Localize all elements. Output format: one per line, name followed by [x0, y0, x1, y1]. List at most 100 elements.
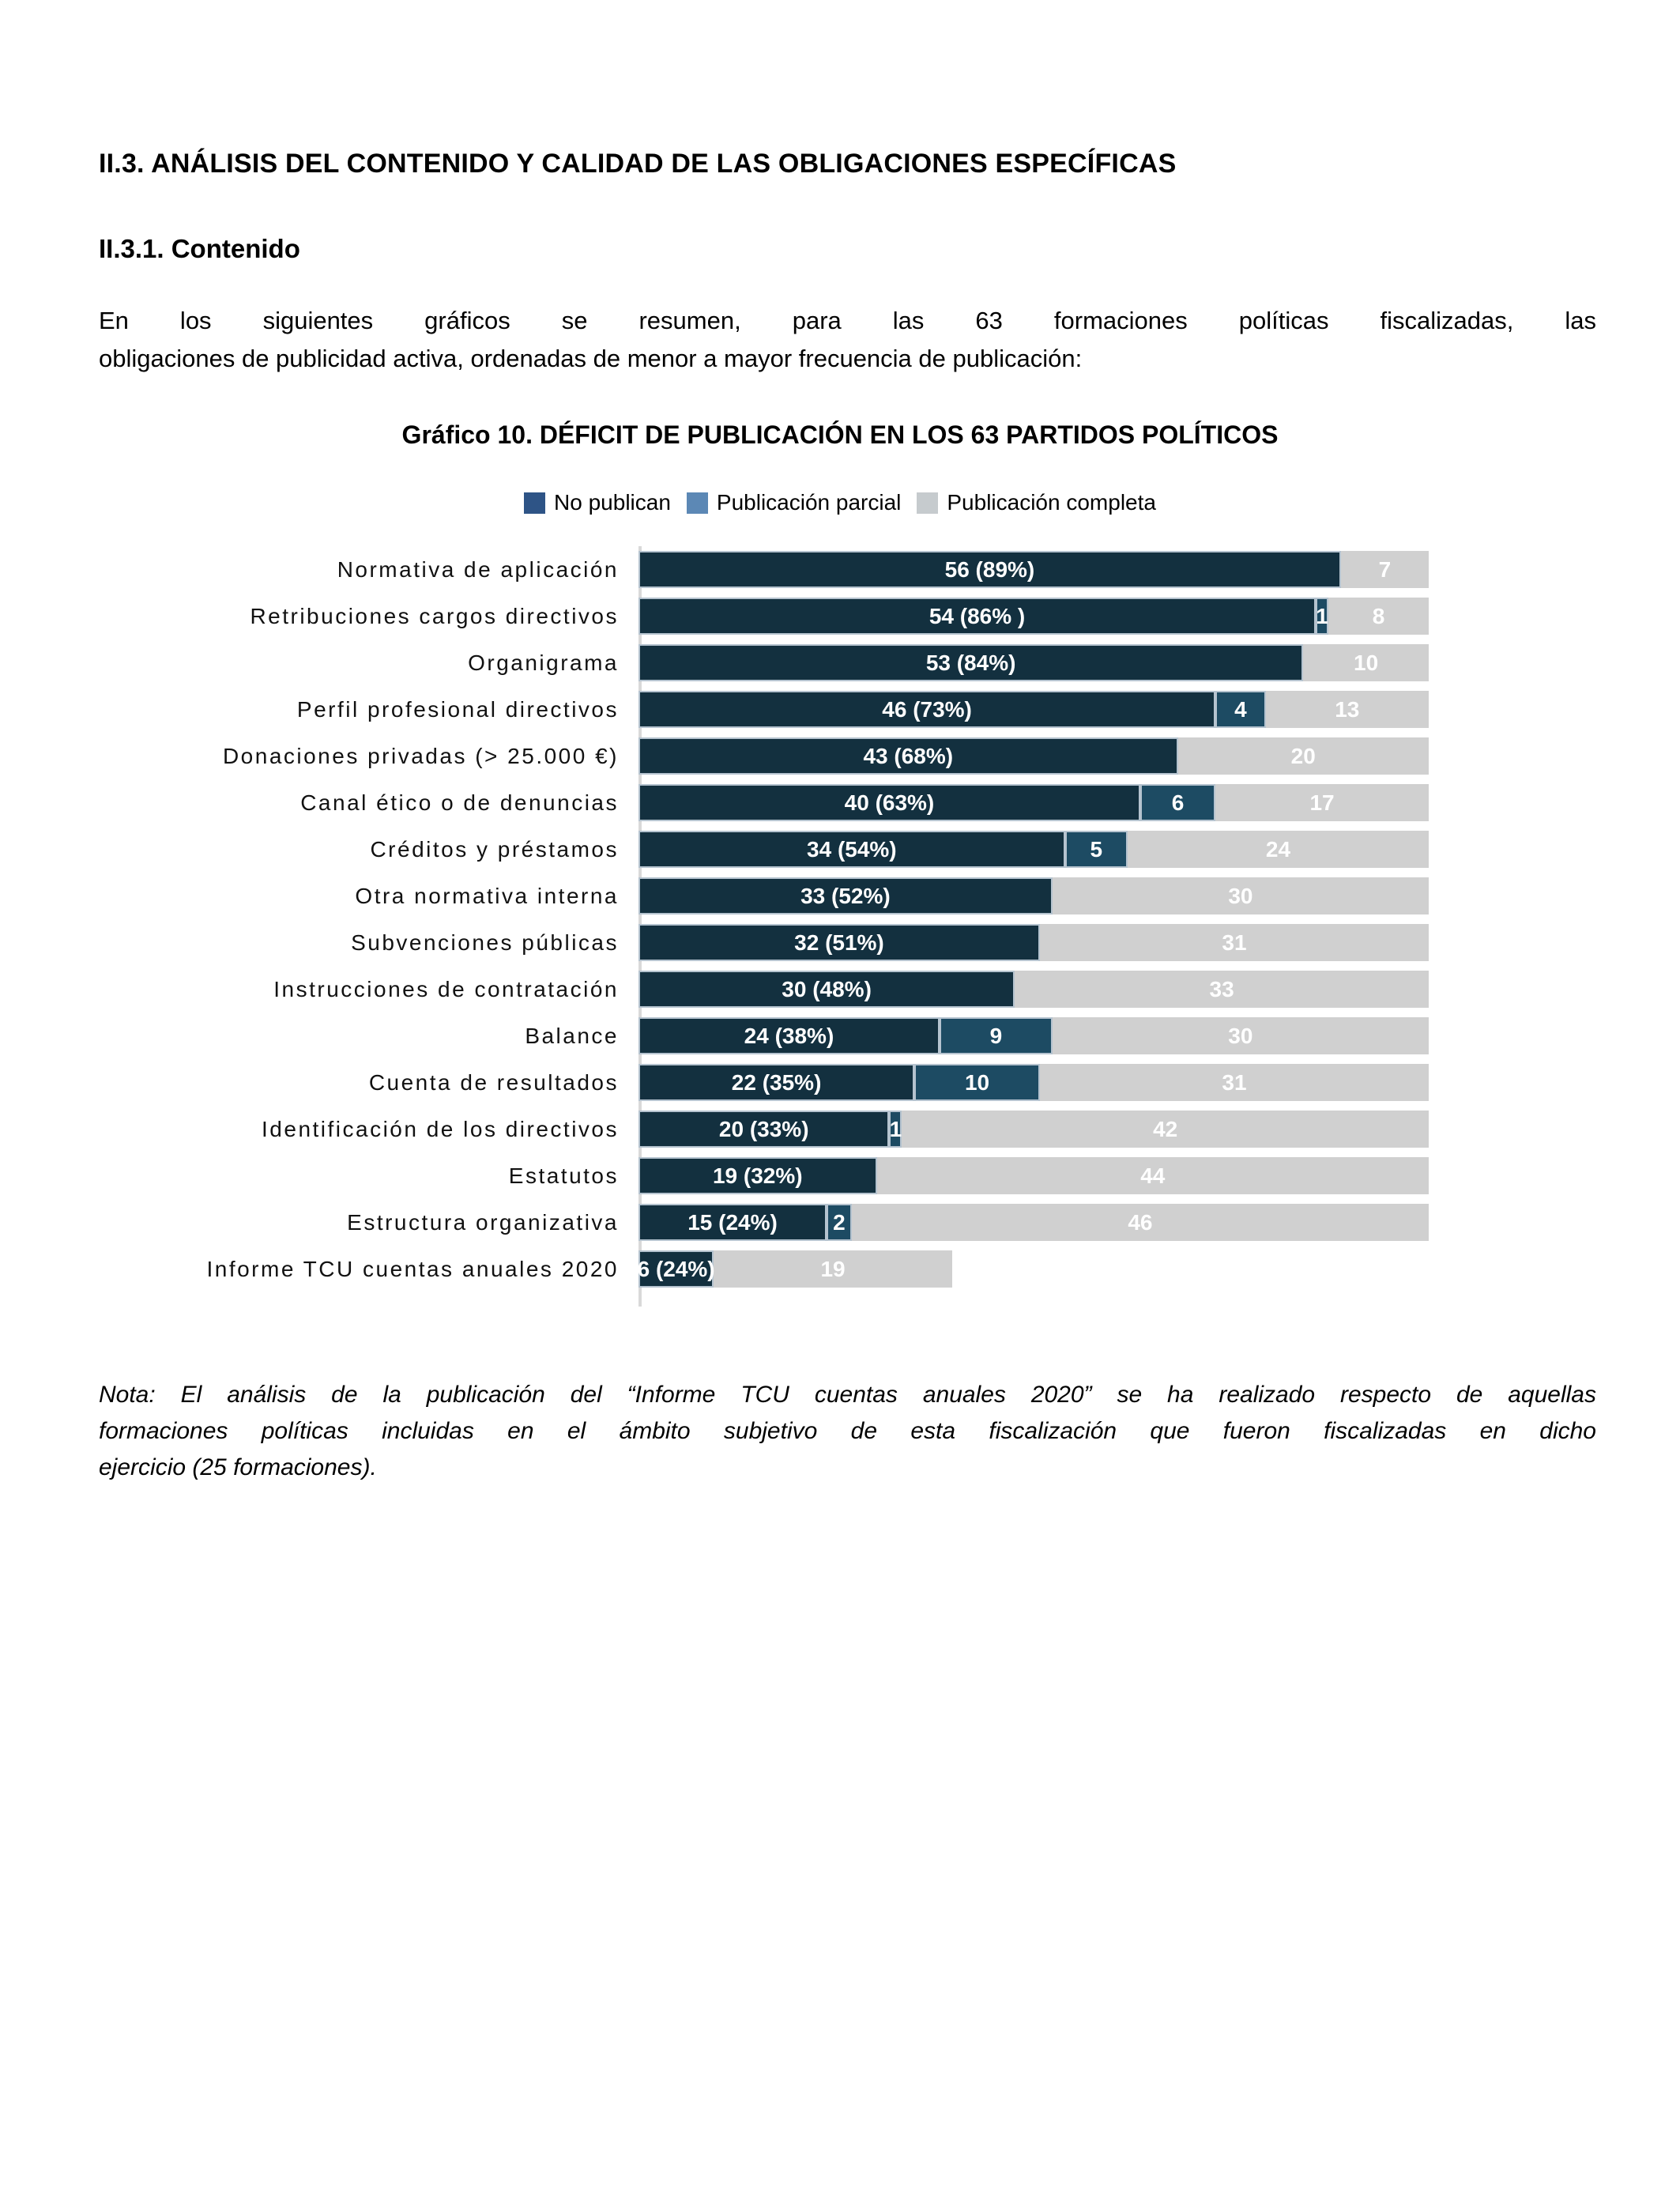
bar-track: 32 (51%) 31 [638, 924, 1429, 961]
bar-segment-completa: 7 [1340, 551, 1429, 588]
bar-segment-completa: 8 [1328, 598, 1429, 635]
bar-value-label: 13 [1335, 696, 1360, 722]
bar-value-label: 24 (38%) [744, 1023, 834, 1048]
bar-value-label: 7 [1378, 556, 1392, 582]
chart-row: Otra normativa interna 33 (52%) 30 [99, 877, 1529, 914]
bar-track: 54 (86% ) 1 8 [638, 598, 1429, 635]
category-label: Cuenta de resultados [368, 1069, 619, 1095]
bar-value-label: 31 [1222, 930, 1247, 955]
bar-value-label: 10 [1354, 650, 1379, 675]
bar-segment-parcial: 1 [1316, 598, 1328, 635]
bar-value-label: 19 [820, 1256, 846, 1281]
bar-segment-completa: 17 [1215, 784, 1429, 821]
legend-item: Publicación parcial [686, 490, 902, 515]
bar-value-label: 34 (54%) [807, 836, 897, 862]
bar-value-label: 33 (52%) [800, 883, 891, 908]
category-label: Instrucciones de contratación [273, 976, 619, 1001]
category-label: Organigrama [468, 650, 619, 675]
bar-value-label: 54 (86% ) [929, 603, 1026, 628]
category-label: Normativa de aplicación [337, 556, 619, 582]
bar-value-label: 46 (73%) [882, 696, 972, 722]
category-label: Estatutos [508, 1163, 619, 1188]
bar-segment-parcial: 2 [827, 1204, 852, 1241]
category-label: Subvenciones públicas [351, 930, 619, 955]
bar-segment-completa: 46 [851, 1204, 1429, 1241]
category-label: Retribuciones cargos directivos [250, 603, 619, 628]
bar-value-label: 19 (32%) [712, 1163, 803, 1188]
bar-value-label: 30 [1228, 1023, 1253, 1048]
bar-segment-completa: 13 [1265, 691, 1429, 728]
legend-swatch-icon [524, 492, 546, 514]
bar-segment-no-publican: 43 (68%) [638, 737, 1178, 775]
bar-value-label: 42 [1153, 1116, 1178, 1141]
chart-row: Donaciones privadas (> 25.000 €) 43 (68%)… [99, 737, 1529, 775]
bar-segment-no-publican: 56 (89%) [638, 551, 1341, 588]
note-line: ejercicio (25 formaciones). [99, 1454, 377, 1480]
bar-value-label: 30 (48%) [782, 976, 872, 1001]
legend-item: No publican [524, 490, 671, 515]
bar-segment-no-publican: 54 (86% ) [638, 598, 1317, 635]
category-label: Estructura organizativa [347, 1209, 619, 1235]
category-label: Perfil profesional directivos [296, 696, 619, 722]
bar-segment-completa: 44 [876, 1157, 1429, 1194]
bar-track: 53 (84%) 10 [638, 644, 1429, 681]
note-line: formaciones políticas incluidas en el ám… [99, 1418, 1596, 1444]
bar-value-label: 2 [833, 1209, 846, 1235]
bar-value-label: 9 [989, 1023, 1003, 1048]
legend-label: Publicación parcial [716, 490, 902, 515]
bar-value-label: 1 [889, 1116, 902, 1141]
bar-segment-parcial: 10 [914, 1064, 1040, 1101]
bar-value-label: 6 (24%) [637, 1256, 715, 1281]
bar-track: 46 (73%) 4 13 [638, 691, 1429, 728]
bar-segment-completa: 42 [902, 1111, 1429, 1148]
bar-value-label: 22 (35%) [731, 1069, 822, 1095]
bar-segment-parcial: 9 [939, 1017, 1053, 1054]
bar-value-label: 40 (63%) [844, 790, 935, 815]
legend-swatch-icon [686, 492, 708, 514]
bar-value-label: 33 [1209, 976, 1234, 1001]
bar-track: 20 (33%) 1 42 [638, 1111, 1429, 1148]
bar-value-label: 4 [1234, 696, 1247, 722]
bar-segment-parcial: 5 [1064, 831, 1128, 868]
chart-row: Canal ético o de denuncias 40 (63%) 6 17 [99, 784, 1529, 821]
intro-paragraph: En los siguientes gráficos se resumen, p… [99, 302, 1596, 378]
bar-value-label: 5 [1090, 836, 1103, 862]
chart-row: Organigrama 53 (84%) 10 [99, 644, 1529, 681]
chart-row: Informe TCU cuentas anuales 2020 6 (24%) 1… [99, 1250, 1529, 1288]
bar-track: 19 (32%) 44 [638, 1157, 1429, 1194]
chart-row: Subvenciones públicas 32 (51%) 31 [99, 924, 1529, 961]
bar-value-label: 6 [1171, 790, 1185, 815]
chart-row: Identificación de los directivos 20 (33%)… [99, 1111, 1529, 1148]
bar-segment-no-publican: 34 (54%) [638, 831, 1065, 868]
bar-value-label: 8 [1372, 603, 1385, 628]
bar-value-label: 20 [1290, 743, 1316, 768]
chart-row: Retribuciones cargos directivos 54 (86% )… [99, 598, 1529, 635]
stacked-bar-chart: Normativa de aplicación 56 (89%) 7 Retribuc… [99, 546, 1529, 1307]
bar-value-label: 32 (51%) [794, 930, 884, 955]
category-label: Identificación de los directivos [262, 1116, 619, 1141]
chart-row: Créditos y préstamos 34 (54%) 5 24 [99, 831, 1529, 868]
bar-segment-no-publican: 46 (73%) [638, 691, 1216, 728]
category-label: Balance [525, 1023, 619, 1048]
bar-value-label: 56 (89%) [944, 556, 1035, 582]
category-label: Créditos y préstamos [370, 836, 619, 862]
chart-title: Gráfico 10. DÉFICIT DE PUBLICACIÓN EN LO… [401, 420, 1279, 449]
bar-value-label: 31 [1222, 1069, 1247, 1095]
chart-row: Instrucciones de contratación 30 (48%) 33 [99, 971, 1529, 1008]
bar-value-label: 20 (33%) [718, 1116, 809, 1141]
chart-plot-area: Normativa de aplicación 56 (89%) 7 Retribuc… [99, 551, 1529, 1288]
legend-item: Publicación completa [917, 490, 1156, 515]
bar-track: 24 (38%) 9 30 [638, 1017, 1429, 1054]
bar-segment-no-publican: 53 (84%) [638, 644, 1304, 681]
bar-track: 15 (24%) 2 46 [638, 1204, 1429, 1241]
bar-value-label: 46 [1128, 1209, 1153, 1235]
bar-segment-no-publican: 6 (24%) [637, 1250, 715, 1288]
bar-segment-no-publican: 40 (63%) [638, 784, 1140, 821]
bar-segment-completa: 19 [714, 1250, 952, 1288]
category-label: Otra normativa interna [355, 883, 619, 908]
bar-value-label: 53 (84%) [925, 650, 1016, 675]
bar-segment-no-publican: 22 (35%) [638, 1064, 915, 1101]
bar-value-label: 30 [1228, 883, 1253, 908]
chart-row: Perfil profesional directivos 46 (73%) 4 13 [99, 691, 1529, 728]
